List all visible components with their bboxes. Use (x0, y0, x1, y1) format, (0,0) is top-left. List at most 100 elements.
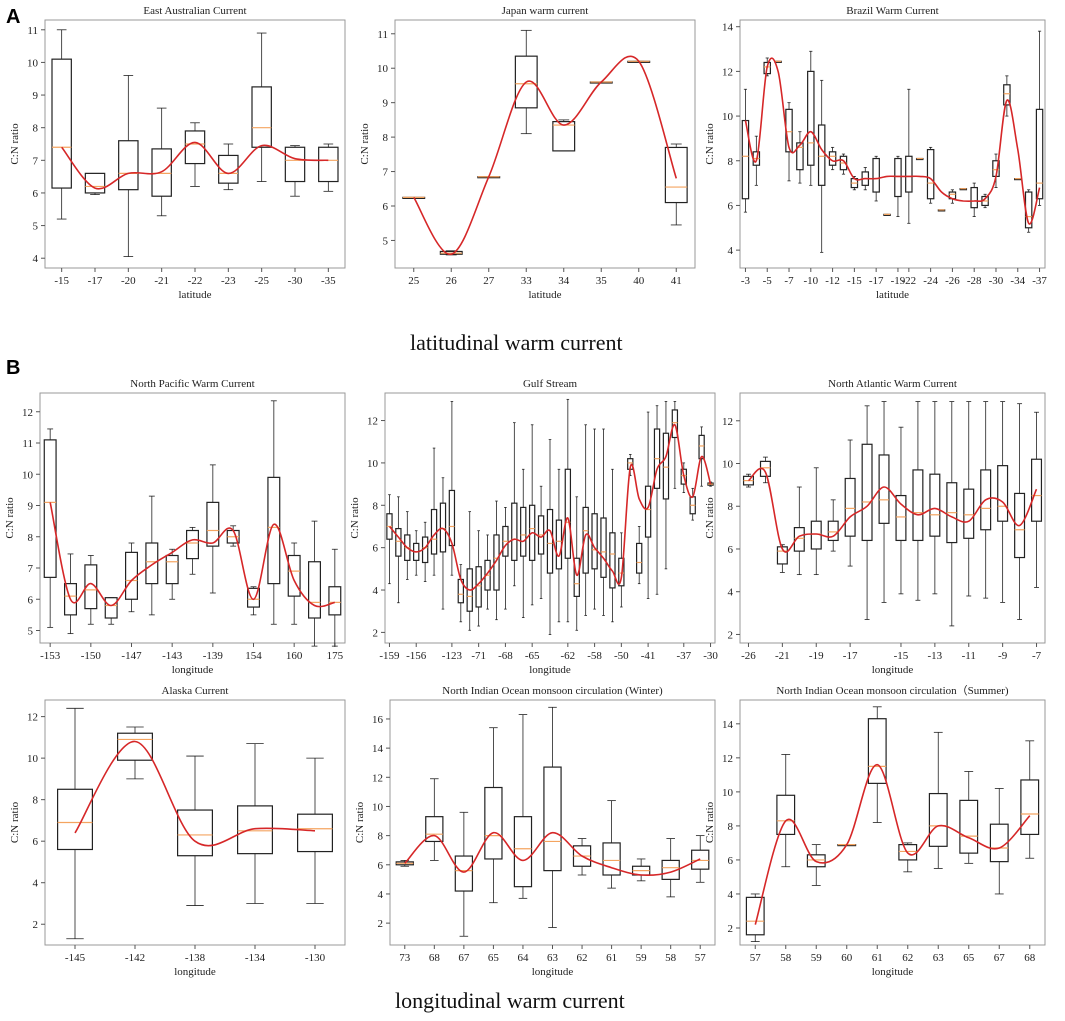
box-body (165, 554, 179, 585)
box-29 (636, 526, 643, 585)
box-body (425, 816, 444, 843)
box-14 (308, 520, 321, 647)
box-19 (546, 439, 554, 635)
x-tick-label: -145 (65, 952, 86, 964)
box-6 (145, 495, 159, 616)
x-tick-label: 59 (811, 952, 823, 964)
box-body (284, 146, 306, 183)
y-tick-label: 8 (378, 831, 384, 843)
box-3 (454, 811, 474, 937)
box-7 (928, 731, 948, 869)
plot-frame (384, 392, 716, 644)
plot-frame (739, 699, 1046, 946)
box-14 (963, 401, 975, 597)
y-tick-label: 11 (22, 438, 33, 450)
x-tick-label: -159 (379, 650, 400, 662)
x-tick-label: -9 (998, 650, 1008, 662)
x-tick-label: -17 (88, 275, 103, 287)
x-tick-label: -22 (188, 275, 203, 287)
box-3 (806, 844, 826, 886)
x-tick-label: 62 (902, 952, 913, 964)
box-body (905, 155, 913, 193)
x-tick-label: -7 (1032, 650, 1042, 662)
x-tick-label: -3 (741, 275, 751, 287)
trend-curve (747, 467, 1038, 553)
box-2 (425, 778, 444, 861)
box-body (564, 468, 572, 559)
x-tick-label: -58 (587, 650, 602, 662)
box-body (661, 859, 680, 880)
y-tick-label: 2 (33, 919, 39, 931)
y-tick-label: 8 (33, 123, 39, 135)
x-tick-label: -150 (81, 650, 102, 662)
box-body (1035, 108, 1044, 200)
x-tick-label: 175 (327, 650, 344, 662)
x-tick-label: -142 (125, 952, 145, 964)
chart-title: Alaska Current (162, 685, 229, 697)
box-body (861, 443, 873, 542)
chart-5: Gulf Stream 2 4 6 8 10 12 C:N ratio -159 -156 -123… (349, 378, 718, 676)
box-18 (926, 146, 935, 204)
x-tick-label: -5 (763, 275, 773, 287)
y-tick-label: 7 (383, 167, 389, 179)
x-tick-label: 154 (245, 650, 262, 662)
x-tick-label: -34 (1010, 275, 1025, 287)
box-11 (247, 586, 260, 616)
box-8 (817, 79, 826, 253)
box-body (56, 788, 93, 851)
y-tick-label: 2 (373, 627, 379, 639)
box-1 (395, 860, 414, 867)
x-tick-label: -24 (923, 275, 938, 287)
box-24 (591, 428, 598, 610)
box-7 (251, 32, 272, 182)
box-6 (543, 706, 562, 928)
x-tick-label: -13 (928, 650, 943, 662)
x-tick-label: -20 (121, 275, 136, 287)
x-tick-label: 57 (695, 952, 707, 964)
chart-title: East Australian Current (143, 5, 246, 17)
box-6 (796, 131, 804, 184)
box-1 (56, 707, 93, 940)
y-tick-label: 6 (728, 200, 734, 212)
x-tick-label: 68 (1024, 952, 1036, 964)
x-tick-label: -17 (843, 650, 858, 662)
y-tick-label: 10 (722, 459, 734, 471)
x-tick-label: 59 (636, 952, 648, 964)
chart-title: North Indian Ocean monsoon circulation (… (442, 685, 663, 697)
box-3 (118, 75, 139, 257)
caption-longitudinal: longitudinal warm current (395, 988, 625, 1013)
x-tick-label: -30 (288, 275, 303, 287)
y-axis-label: C:N ratio (349, 497, 361, 539)
x-tick-label: -68 (498, 650, 513, 662)
box-body (552, 121, 576, 152)
y-tick-label: 10 (377, 63, 389, 75)
box-body (776, 794, 796, 836)
x-tick-label: -23 (221, 275, 236, 287)
y-tick-label: 4 (728, 245, 734, 257)
box-body (817, 124, 826, 186)
x-tick-label: -123 (442, 650, 463, 662)
box-body (84, 564, 98, 610)
y-tick-label: 4 (373, 585, 379, 597)
x-tick-label: -130 (305, 952, 326, 964)
y-axis-label: C:N ratio (359, 123, 371, 165)
x-tick-label: -7 (784, 275, 794, 287)
y-tick-label: 8 (728, 156, 734, 168)
box-body (636, 542, 643, 574)
x-tick-label: 25 (408, 275, 420, 287)
y-tick-label: 10 (372, 801, 384, 813)
x-tick-label: -37 (1032, 275, 1047, 287)
x-tick-label: -11 (962, 650, 976, 662)
panel-letter-a: A (6, 6, 21, 28)
box-body (928, 792, 948, 847)
y-tick-label: 10 (367, 458, 379, 470)
box-11 (912, 401, 924, 601)
y-tick-label: 4 (378, 889, 384, 901)
x-tick-label: 58 (665, 952, 677, 964)
box-body (104, 597, 118, 619)
y-tick-label: 10 (27, 753, 39, 765)
box-3 (776, 544, 788, 573)
box-1 (386, 494, 393, 585)
